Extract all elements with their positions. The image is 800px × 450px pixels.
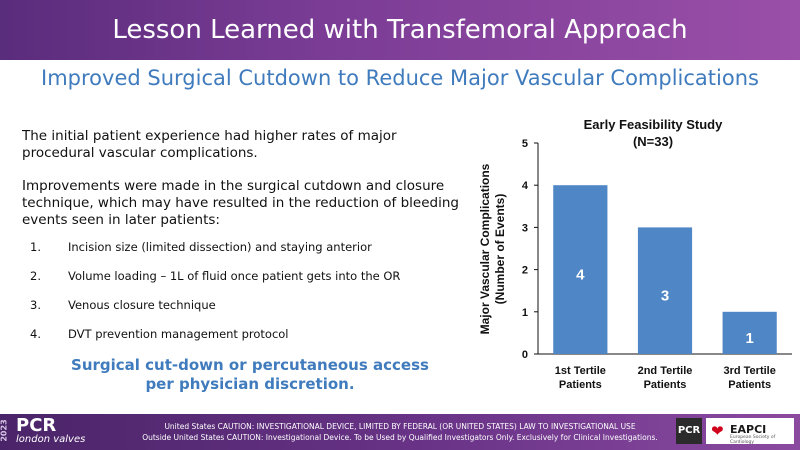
x-axis-labels: 1st Tertile Patients 2nd Tertile Patients 3r… [555, 365, 776, 391]
eapci-badge-text: EAPCI [730, 423, 767, 436]
x-tick-label: 1st Tertile [555, 365, 606, 377]
bar-data-label: 4 [576, 267, 585, 284]
paragraph-improvements: Improvements were made in the surgical c… [22, 178, 459, 228]
bar [637, 227, 693, 354]
chart-bars: 4 3 1 [553, 185, 777, 354]
london-valves-logo-text: london valves [16, 434, 86, 445]
pcr-london-valves-logo: PCR [16, 415, 57, 436]
x-tick-label: Patients [559, 379, 602, 391]
bar-data-label: 1 [745, 330, 753, 347]
list-item-text: Venous closure technique [68, 298, 216, 312]
paragraph-initial-experience: The initial patient experience had highe… [22, 128, 397, 161]
list-item: 4. DVT prevention management protocol [30, 327, 460, 343]
x-tick-label: 3rd Tertile [723, 365, 775, 377]
eapci-badge: ❤ EAPCI European Society of Cardiology [706, 418, 794, 445]
bar-data-label: 3 [661, 288, 669, 305]
y-tick-label: 1 [522, 307, 528, 319]
bar [722, 311, 777, 354]
list-item-text: DVT prevention management protocol [68, 327, 289, 341]
bar [553, 185, 608, 354]
list-item-number: 2. [30, 269, 41, 283]
list-item-text: Volume loading – 1L of fluid once patien… [68, 269, 401, 283]
y-axis-ticks: 0 1 2 3 4 5 [522, 138, 538, 361]
chart-title: Early Feasibility Study [584, 117, 723, 132]
y-tick-label: 3 [522, 222, 528, 234]
pcr-badge: PCR [676, 418, 702, 444]
x-tick-label: 2nd Tertile [638, 365, 693, 377]
list-item-number: 3. [30, 298, 41, 312]
y-tick-label: 0 [522, 349, 528, 361]
x-tick-label: Patients [644, 379, 687, 391]
chart-subtitle: (N=33) [633, 134, 673, 149]
footer-bar [0, 414, 800, 450]
x-tick-label: Patients [728, 379, 771, 391]
list-item: 3. Venous closure technique [30, 298, 460, 314]
list-item-number: 1. [30, 240, 41, 254]
footer-year-text: 2023 [0, 419, 9, 442]
y-tick-label: 4 [522, 180, 529, 192]
y-axis-label-line2: (Number of Events) [493, 194, 507, 305]
page-title: Lesson Learned with Transfemoral Approac… [112, 15, 688, 45]
y-tick-label: 5 [522, 138, 528, 150]
y-axis-label-group: Major Vascular Complications (Number of E… [478, 163, 507, 334]
footer-year: 2023 [0, 418, 13, 448]
complications-bar-chart: Early Feasibility Study (N=33) Major Vas… [478, 117, 792, 391]
page-subtitle: Improved Surgical Cutdown to Reduce Majo… [41, 66, 759, 90]
caution-notice: United States CAUTION: INVESTIGATIONAL D… [120, 421, 680, 443]
heart-icon: ❤ [711, 422, 724, 440]
y-axis-label-line1: Major Vascular Complications [478, 163, 492, 334]
caution-outside-us: Outside United States CAUTION: Investiga… [142, 433, 658, 442]
access-callout: Surgical cut-down or percutaneous access… [71, 356, 429, 393]
eapci-badge-subtext: European Society of Cardiology [730, 435, 776, 445]
list-item-number: 4. [30, 327, 41, 341]
list-item-text: Incision size (limited dissection) and s… [68, 240, 372, 254]
caution-us: United States CAUTION: INVESTIGATIONAL D… [164, 422, 636, 431]
list-item: 2. Volume loading – 1L of fluid once pat… [30, 269, 460, 285]
list-item: 1. Incision size (limited dissection) an… [30, 240, 460, 256]
header-bar [0, 0, 800, 60]
y-tick-label: 2 [522, 265, 528, 277]
y-axis-label: Major Vascular Complications (Number of E… [478, 163, 507, 334]
